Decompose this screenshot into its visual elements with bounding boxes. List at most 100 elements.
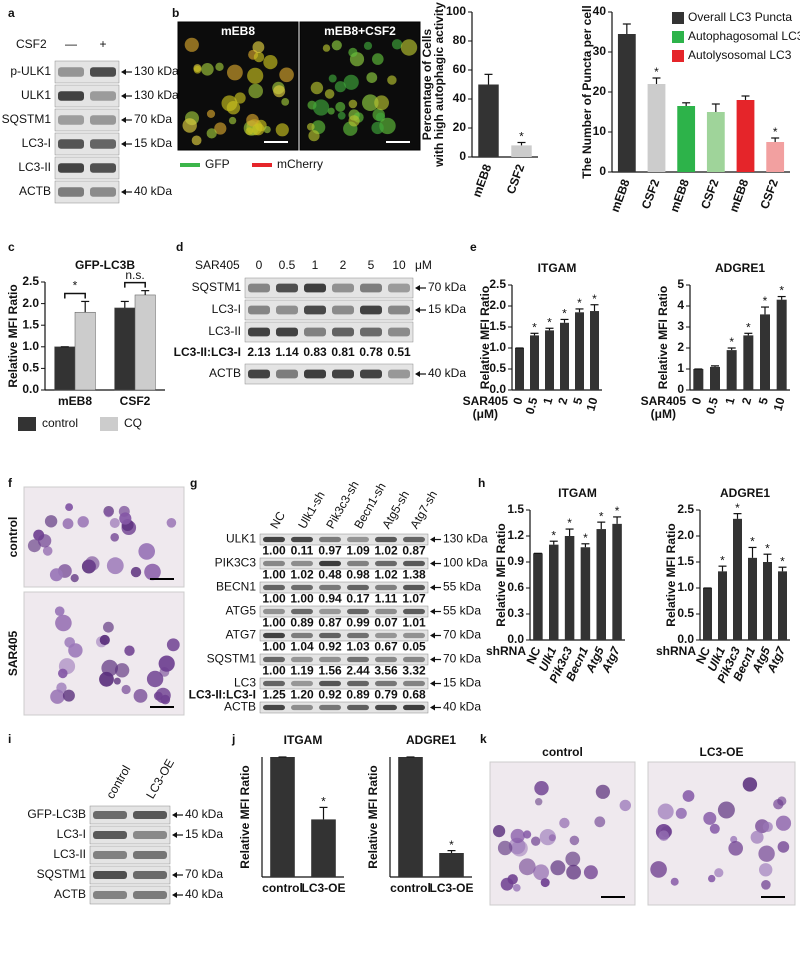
cell: [70, 574, 79, 583]
cell: [146, 670, 164, 688]
blot-strip: [54, 132, 120, 156]
cell: [308, 130, 320, 142]
quantification: 1.00: [262, 640, 286, 654]
significance: *: [567, 516, 572, 530]
blot-strip: [259, 653, 429, 666]
y-tick-label: 10: [593, 124, 607, 138]
marker-arrow-head: [172, 812, 177, 818]
significance-bracket: [124, 281, 146, 288]
band: [276, 305, 298, 315]
band: [388, 327, 410, 337]
quantification: 0.97: [318, 544, 342, 558]
y-tick-label: 1.0: [677, 580, 694, 594]
bar: [311, 819, 336, 877]
x-tick-label: mEB8: [58, 394, 92, 408]
quantification: 0.79: [374, 688, 398, 702]
x-tick-label: 10: [583, 396, 600, 413]
cell: [759, 863, 773, 877]
y-tick-label: 1.0: [22, 339, 39, 353]
band: [58, 91, 84, 101]
cell: [658, 830, 670, 841]
quantification: 1.00: [262, 664, 286, 678]
band: [58, 115, 84, 125]
y-tick-label: 0.6: [507, 580, 524, 594]
protein-label: LC3-II: [208, 324, 241, 338]
cell: [348, 115, 360, 127]
marker-arrow-head: [121, 117, 126, 123]
cell: [215, 62, 224, 71]
y-tick-label: 1.2: [507, 528, 524, 542]
panel-label: c: [8, 240, 15, 254]
blot-strip: [89, 865, 171, 885]
legend-label: mCherry: [277, 157, 323, 171]
kda-marker: 40 kDa: [185, 807, 223, 821]
band: [319, 536, 341, 543]
ratio-label: LC3-II:LC3-I: [174, 345, 241, 359]
band: [93, 871, 127, 879]
protein-label: SQSTM1: [192, 280, 242, 294]
band: [90, 115, 116, 125]
x-tick-label: mEB8: [470, 162, 495, 199]
band: [93, 851, 127, 859]
marker-arrow-head: [172, 892, 177, 898]
y-tick-label: 40: [453, 91, 467, 105]
x-axis-label: shRNA: [656, 644, 696, 658]
cell: [49, 568, 63, 582]
cell: [166, 638, 180, 652]
significance: *: [779, 284, 784, 298]
y-tick-label: 2.5: [489, 277, 506, 291]
y-tick-label: 0.0: [677, 632, 694, 646]
cell: [228, 116, 237, 125]
cell: [166, 518, 177, 528]
cell: [762, 821, 773, 833]
cell: [507, 874, 518, 885]
band: [58, 187, 84, 197]
cell: [184, 37, 199, 52]
band: [276, 369, 298, 379]
band: [388, 283, 410, 293]
cell: [246, 113, 259, 127]
quantification: 2.44: [346, 664, 370, 678]
chart-title: ADGRE1: [720, 486, 770, 500]
quantification: 0.92: [318, 688, 342, 702]
legend-swatch: [18, 417, 36, 431]
kda-marker: 70 kDa: [428, 280, 466, 294]
lane-label: 5: [368, 258, 375, 272]
legend-label: Overall LC3 Puncta: [688, 10, 792, 24]
cell: [248, 83, 263, 99]
significance: *: [763, 294, 768, 308]
bar: [693, 369, 704, 390]
panel-label: j: [231, 732, 235, 746]
bar: [398, 757, 423, 877]
kda-marker: 130 kDa: [134, 88, 179, 102]
protein-label: SQSTM1: [37, 867, 87, 881]
cell: [101, 659, 118, 677]
band: [347, 632, 369, 639]
marker-arrow-head: [172, 832, 177, 838]
cell: [124, 645, 135, 656]
quantification: 0.89: [290, 616, 314, 630]
y-tick-label: 0: [677, 382, 684, 396]
kda-marker: 130 kDa: [134, 64, 179, 78]
band: [58, 67, 84, 77]
marker-arrow-head: [430, 704, 435, 711]
micrograph-title: control: [6, 517, 20, 558]
cell: [366, 72, 378, 83]
band: [248, 305, 270, 315]
blot-strip: [244, 363, 414, 385]
chart-title: GFP-LC3B: [75, 258, 135, 272]
cell: [650, 861, 667, 878]
cell: [310, 81, 324, 95]
cell: [182, 118, 197, 133]
x-tick-label: control: [262, 881, 303, 895]
bar: [575, 312, 584, 390]
quantification: 1.38: [402, 568, 426, 582]
band: [248, 327, 270, 337]
cell: [247, 67, 264, 84]
kda-marker: 40 kDa: [185, 887, 223, 901]
band: [93, 891, 127, 899]
panel-label: f: [8, 476, 13, 490]
cell: [99, 634, 110, 646]
cell: [62, 518, 74, 530]
chart-title: ITGAM: [538, 261, 577, 275]
